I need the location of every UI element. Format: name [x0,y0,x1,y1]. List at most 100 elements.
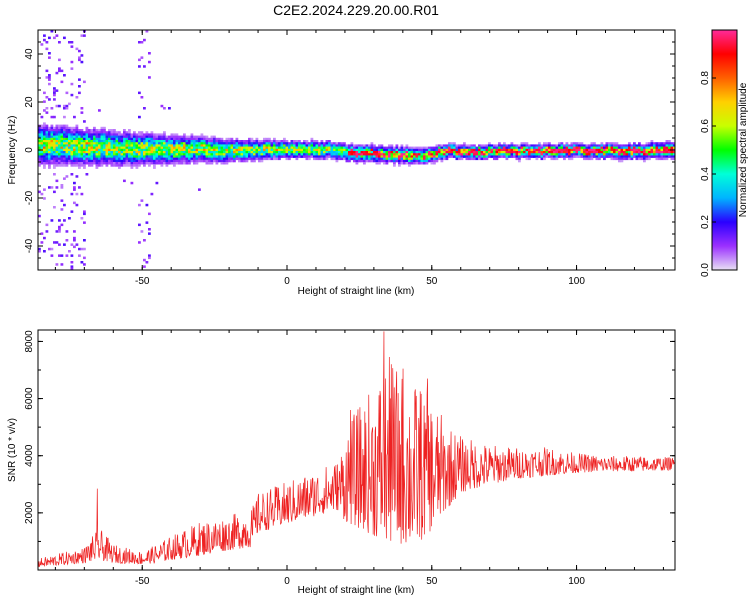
spectrogram-cell [63,144,66,147]
spectrogram-cell [70,82,74,86]
spectrogram-cell [83,153,86,156]
spectrogram-cell [665,146,669,150]
spectrogram-cell [150,142,154,145]
spectrogram-cell [73,133,76,136]
spectrogram-cell [125,140,129,143]
spectrogram-cell [383,162,386,165]
spectrogram-cell [365,159,369,163]
spectrogram-cell [165,159,169,163]
spectrogram-cell [175,153,179,156]
spectrogram-cell [205,153,209,156]
spectrogram-cell [210,153,214,156]
spectrogram-cell [93,148,96,152]
spectrogram-cell [335,148,339,152]
spectrogram-cell [138,164,141,167]
spectrogram-cell [140,144,144,147]
spectrogram-cell [230,151,234,154]
spectrogram-cell [98,144,101,147]
spectrogram-cell [270,155,274,158]
spectrogram-cell [205,148,209,152]
spectrogram-cell [633,146,636,150]
spectrogram-cell [140,153,144,156]
spectrogram-cell [138,58,141,62]
spectrogram-cell [150,131,154,134]
spectrogram-cell [453,153,456,156]
spectrogram-cell [500,155,504,158]
spectrogram-cell [558,148,561,152]
spectrogram-cell [598,144,601,147]
spectrogram-cell [338,151,341,154]
spectrogram-x-tick-label: 50 [426,276,438,287]
spectrogram-cell [598,155,601,158]
spectrogram-cell [555,155,559,158]
spectrogram-cell [63,148,66,152]
spectrogram-cell [193,148,196,152]
spectrogram-cell [423,155,426,158]
spectrogram-cell [223,151,226,154]
spectrogram-cell [295,146,299,150]
spectrogram-cell [618,153,621,156]
spectrogram-cell [80,247,84,251]
spectrogram-cell [113,162,116,165]
spectrogram-cell [170,144,174,147]
spectrogram-cell [313,140,316,143]
spectrogram-cell [245,146,249,150]
spectrogram-cell [68,144,71,147]
spectrogram-cell [173,142,176,145]
spectrogram-cell [528,144,531,147]
spectrogram-cell [248,137,251,141]
spectrogram-cell [603,151,606,154]
spectrogram-cell [225,157,229,161]
spectrogram-cell [60,131,64,134]
spectrogram-cell [150,153,154,156]
spectrogram-cell [50,133,54,136]
spectrogram-cell [398,157,401,161]
spectrogram-cell [633,144,636,147]
spectrogram-cell [165,155,169,158]
spectrogram-cell [655,142,659,145]
spectrogram-cell [405,157,409,161]
spectrogram-cell [133,157,136,161]
spectrogram-cell [225,144,229,147]
spectrogram-cell [428,148,431,152]
spectrogram-cell [153,166,156,169]
spectrogram-cell [43,131,46,134]
spectrogram-cell [73,151,76,154]
spectrogram-cell [408,151,411,154]
spectrogram-cell [345,159,349,163]
spectrogram-cell [140,159,144,163]
spectrogram-cell [390,146,394,150]
spectrogram-cell [123,131,126,134]
spectrogram-cell [73,129,76,132]
spectrogram-cell [123,144,126,147]
spectrogram-cell [65,131,69,134]
spectrogram-cell [573,142,576,145]
spectrogram-cell [48,36,51,40]
spectrogram-cell [65,230,69,233]
spectrogram-cell [40,232,44,235]
spectrogram-cell [583,146,586,150]
spectrogram-cell [343,151,346,154]
spectrogram-y-tick-label: 40 [24,48,35,60]
spectrogram-cell [483,148,486,152]
spectrogram-cell [80,131,84,134]
spectrogram-cell [63,159,66,163]
spectrogram-cell [408,148,411,152]
spectrogram-cell [75,131,79,134]
spectrogram-cell [133,146,136,150]
spectrogram-cell [53,126,56,130]
spectrogram-cell [193,162,196,165]
spectrogram-cell [88,129,91,132]
spectrogram-cell [78,91,81,95]
spectrogram-cell [648,142,651,145]
spectrogram-cell [498,151,501,154]
spectrogram-cell [478,153,481,156]
spectrogram-cell [98,153,101,156]
spectrogram-cell [570,148,574,152]
spectrogram-cell [130,164,134,167]
spectrogram-cell [350,157,354,161]
spectrogram-cell [578,155,581,158]
spectrogram-cell [445,146,449,150]
spectrogram-cell [93,129,96,132]
spectrogram-cell [210,148,214,152]
